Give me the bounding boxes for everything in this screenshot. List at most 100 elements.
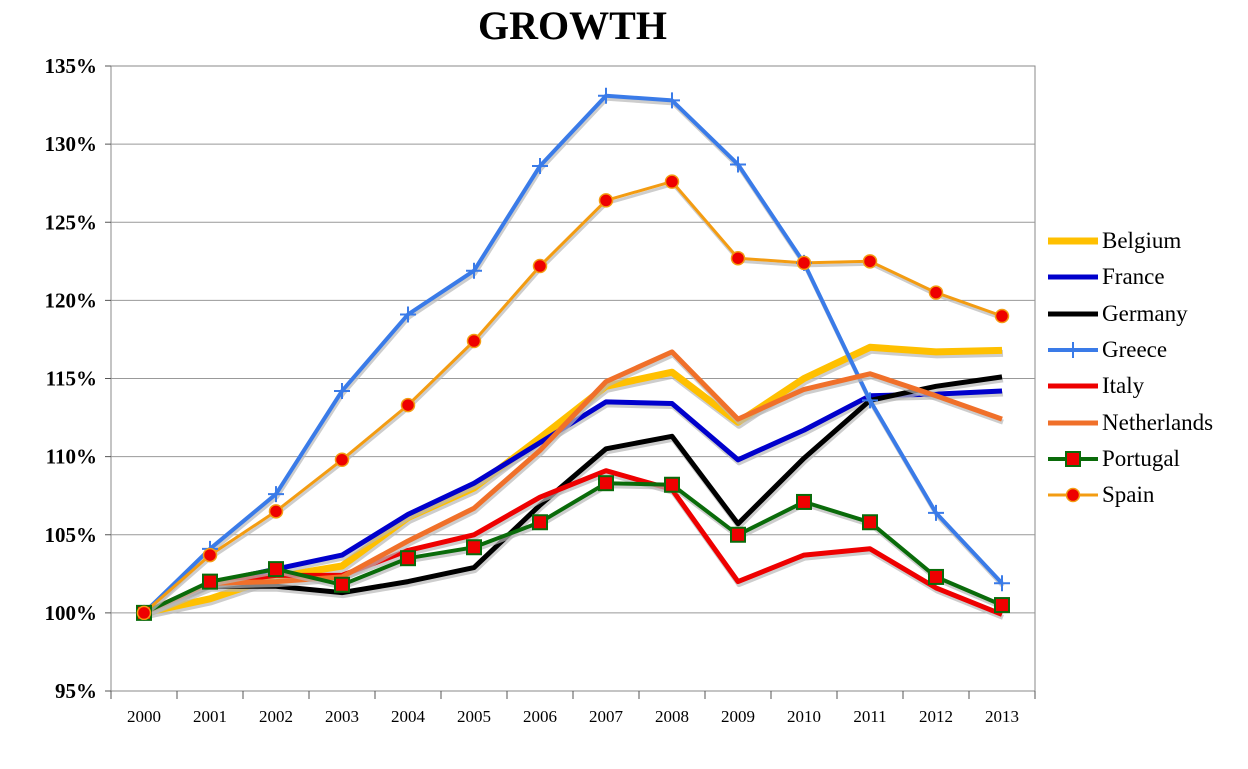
- point-spain: [136, 605, 152, 621]
- point-spain: [796, 255, 812, 271]
- point-greece: [730, 156, 746, 173]
- series-markers: [136, 87, 1010, 621]
- point-greece: [268, 486, 284, 503]
- series-line-portugal: [143, 481, 1003, 615]
- point-spain: [598, 193, 614, 208]
- legend-swatch-france: [1048, 274, 1098, 280]
- point-greece: [532, 158, 548, 174]
- series-shadow-france: [143, 391, 1004, 619]
- legend-label-portugal: Portugal: [1102, 445, 1180, 471]
- x-tick-label: 2007: [589, 707, 624, 726]
- legend-label-netherlands: Netherlands: [1102, 409, 1214, 435]
- x-tick-label: 2012: [919, 707, 953, 726]
- y-tick-label: 100%: [45, 601, 98, 625]
- legend-label-belgium: Belgium: [1102, 228, 1182, 254]
- series-line-spain: [143, 180, 1003, 615]
- point-spain: [994, 308, 1010, 324]
- legend-label-spain: Spain: [1102, 482, 1155, 508]
- point-portugal: [730, 526, 746, 543]
- axes: 95% 100% 105% 110% 115% 120% 125% 130% 135% 2000 2…: [45, 54, 1036, 726]
- y-tick-label: 115%: [46, 367, 97, 391]
- legend-item-germany: Germany: [1046, 296, 1246, 332]
- x-tick-label: 2003: [325, 707, 359, 726]
- legend-swatch-netherlands: [1048, 420, 1098, 426]
- point-greece: [664, 92, 680, 109]
- point-spain: [862, 254, 878, 269]
- x-tick-label: 2010: [787, 707, 821, 726]
- legend-item-portugal: Portugal: [1046, 441, 1246, 477]
- legend-swatch-italy: [1048, 383, 1098, 389]
- x-tick-label: 2004: [391, 707, 426, 726]
- point-portugal: [928, 568, 944, 585]
- point-portugal: [532, 514, 548, 531]
- legend-marker-portugal: [1065, 450, 1081, 467]
- point-greece: [400, 306, 416, 323]
- legend-swatch-portugal: [1048, 450, 1098, 467]
- legend-swatch-germany: [1048, 311, 1098, 317]
- legend-item-france: France: [1046, 259, 1246, 295]
- point-spain: [730, 250, 746, 266]
- legend-marker-greece: [1065, 342, 1081, 359]
- legend-item-spain: Spain: [1046, 477, 1246, 513]
- point-spain: [202, 547, 218, 563]
- x-tick-label: 2009: [721, 707, 755, 726]
- legend-item-netherlands: Netherlands: [1046, 404, 1246, 440]
- y-tick-label: 110%: [46, 445, 97, 469]
- series-lines: [142, 93, 1005, 620]
- series-shadow-netherlands: [143, 352, 1004, 619]
- y-tick-label: 95%: [55, 679, 97, 703]
- legend-item-belgium: Belgium: [1046, 223, 1246, 259]
- point-portugal: [268, 561, 284, 578]
- x-tick-label: 2006: [523, 707, 557, 726]
- point-greece: [598, 87, 614, 104]
- point-portugal: [400, 550, 416, 567]
- series-line-netherlands: [142, 349, 1003, 616]
- point-portugal: [796, 493, 812, 510]
- legend: Belgium France Germany Greece Italy Netherlan…: [1046, 223, 1246, 513]
- chart-title: GROWTH: [478, 3, 667, 48]
- series-shadow-portugal: [144, 484, 1004, 618]
- point-portugal: [862, 514, 878, 531]
- legend-label-greece: Greece: [1102, 337, 1168, 363]
- x-tick-label: 2001: [193, 707, 227, 726]
- legend-marker-spain: [1065, 487, 1081, 503]
- x-tick-label: 2000: [127, 707, 161, 726]
- point-spain: [334, 452, 350, 467]
- point-spain: [400, 397, 416, 413]
- point-spain: [532, 258, 548, 274]
- point-portugal: [334, 576, 350, 593]
- legend-swatch-greece: [1048, 342, 1098, 359]
- y-tick-label: 135%: [45, 54, 98, 78]
- y-tick-label: 130%: [45, 132, 98, 156]
- point-spain: [466, 333, 482, 349]
- point-greece: [334, 383, 350, 399]
- point-portugal: [994, 597, 1010, 614]
- series-line-germany: [143, 374, 1003, 616]
- x-tick-label: 2005: [457, 707, 491, 726]
- legend-item-italy: Italy: [1046, 368, 1246, 404]
- y-tick-label: 125%: [45, 210, 98, 234]
- x-tick-label: 2013: [985, 707, 1019, 726]
- legend-label-germany: Germany: [1102, 300, 1188, 326]
- point-portugal: [202, 573, 218, 590]
- legend-swatch-belgium: [1048, 237, 1098, 245]
- x-tick-label: 2008: [655, 707, 689, 726]
- x-tick-label: 2011: [853, 707, 886, 726]
- point-portugal: [598, 475, 614, 492]
- series-shadow-spain: [144, 183, 1004, 618]
- y-tick-label: 105%: [45, 523, 98, 547]
- legend-item-greece: Greece: [1046, 332, 1246, 368]
- point-greece: [994, 575, 1010, 592]
- point-spain: [928, 285, 944, 300]
- series-shadow-germany: [144, 377, 1004, 619]
- y-tick-label: 120%: [45, 288, 98, 312]
- legend-label-france: France: [1102, 264, 1165, 290]
- x-tick-label: 2002: [259, 707, 293, 726]
- point-spain: [268, 504, 284, 519]
- legend-label-italy: Italy: [1102, 373, 1145, 399]
- point-portugal: [466, 539, 482, 556]
- legend-swatch-spain: [1048, 487, 1098, 503]
- point-greece: [928, 504, 944, 521]
- point-portugal: [664, 476, 680, 493]
